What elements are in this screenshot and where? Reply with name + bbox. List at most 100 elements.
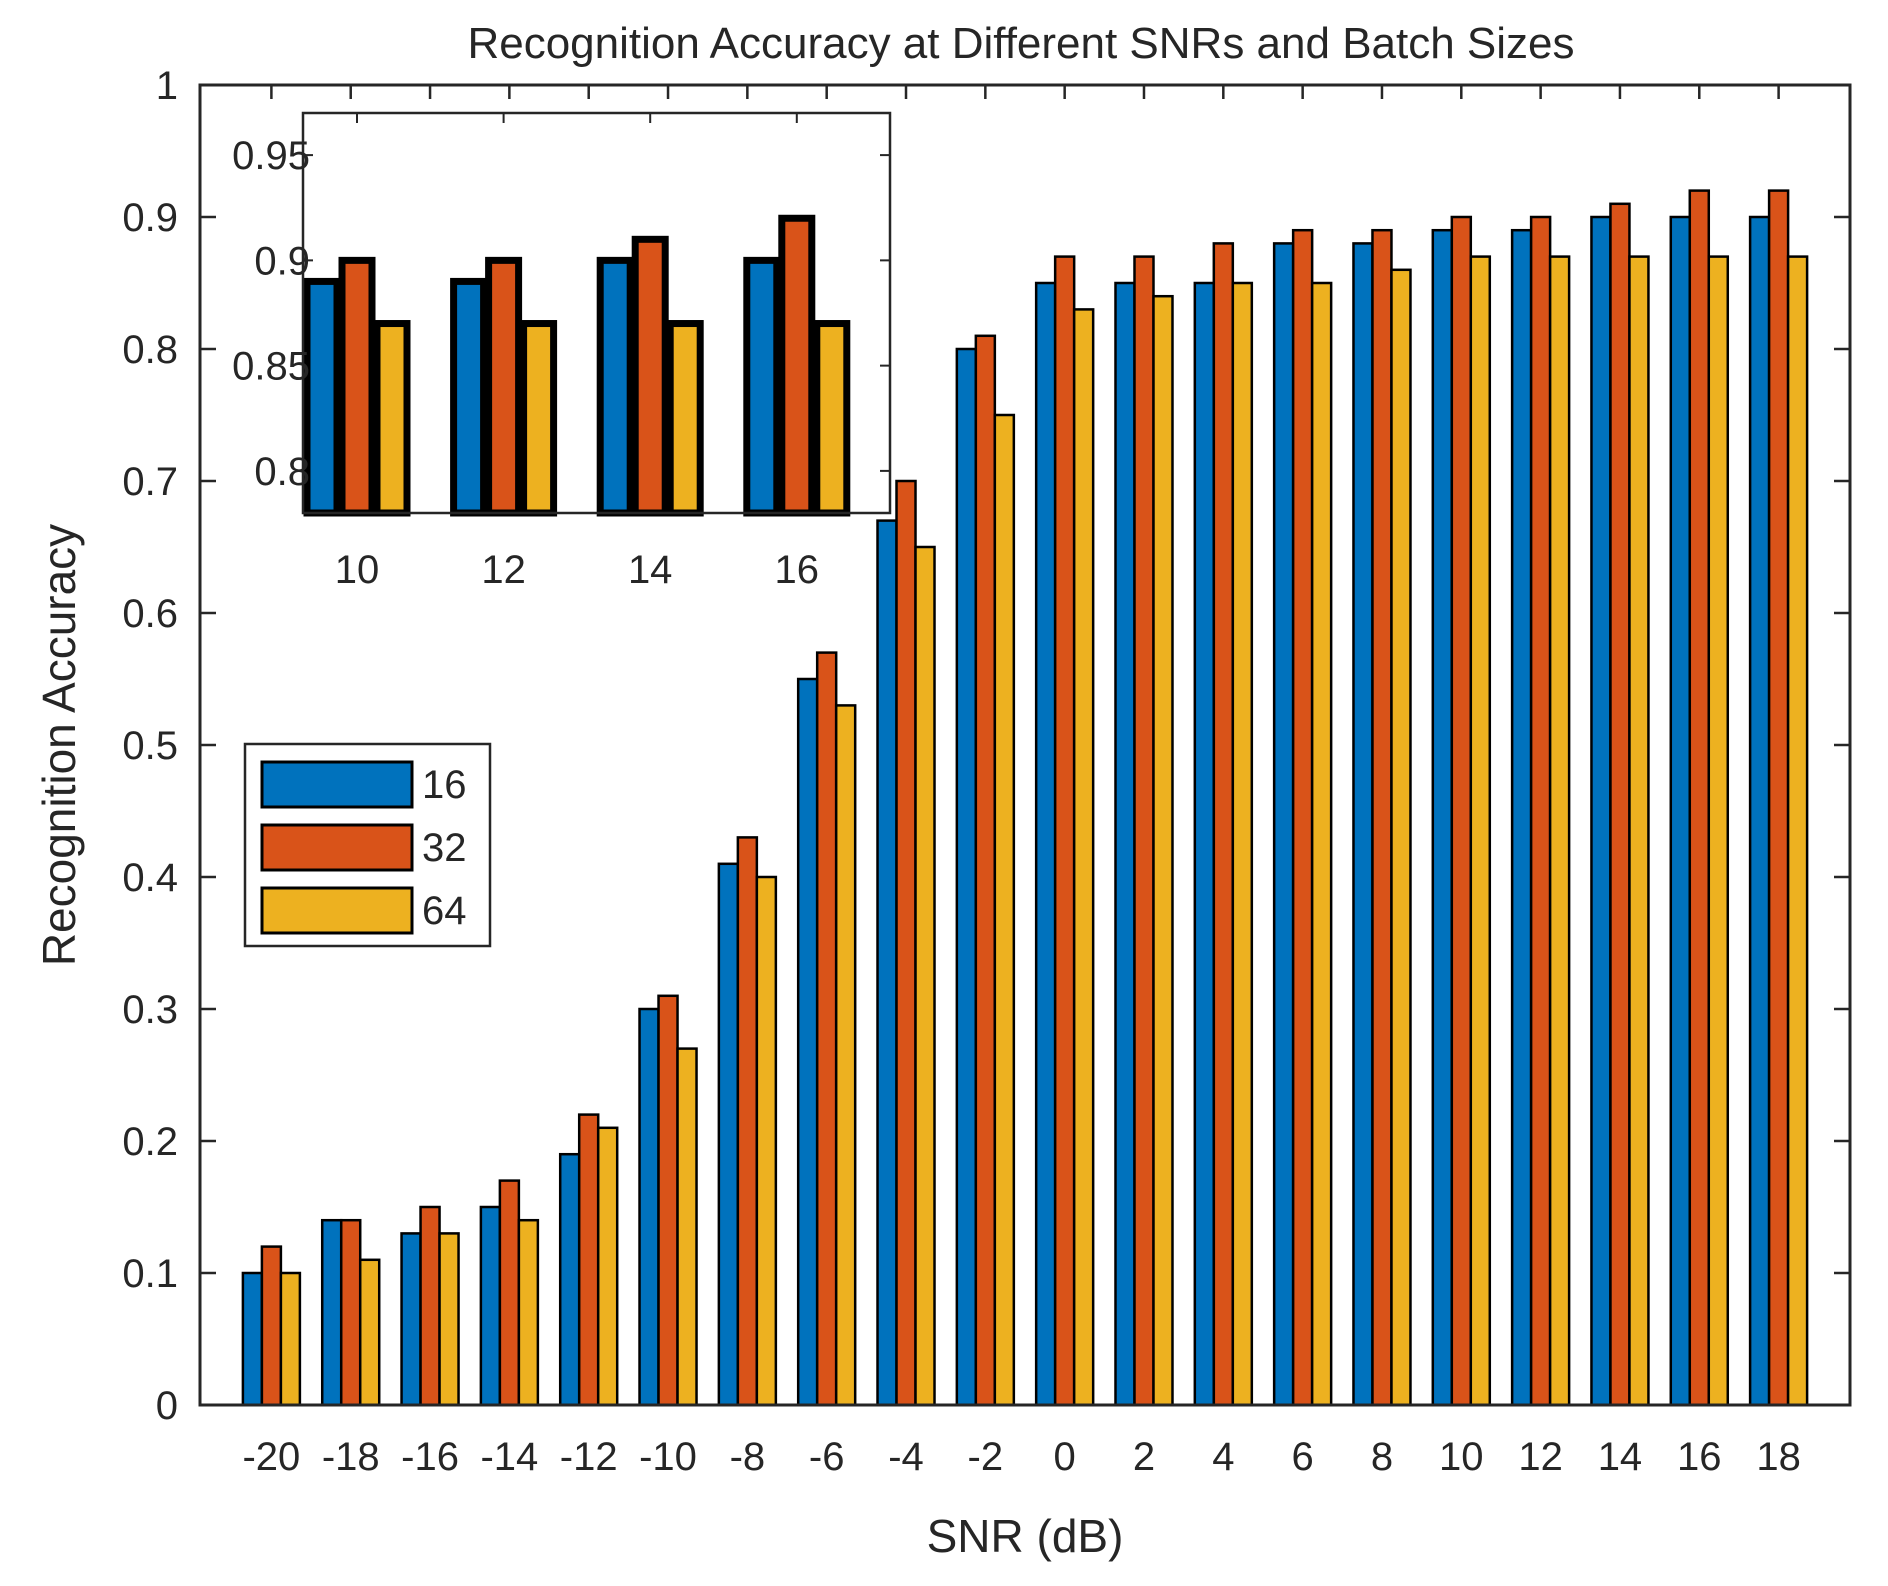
bar-16-snr--8 [717, 862, 740, 1407]
inset-bar-32-snr-10 [338, 256, 376, 517]
bar-64-snr-10 [1469, 255, 1492, 1407]
main-axes: 00.10.20.30.40.50.60.70.80.91 -20 -18 -16-… [122, 64, 1852, 1479]
bar-64-snr--4 [914, 545, 936, 1407]
x-tick-label: 8 [1371, 1435, 1393, 1479]
y-tick-label: 0.9 [122, 196, 178, 240]
bar-16-snr--18 [320, 1218, 343, 1407]
inset-bar-64-snr-10 [373, 320, 411, 517]
bar-64-snr-12 [1548, 255, 1571, 1407]
bar-32-snr--18 [339, 1218, 362, 1407]
y-tick-label: 0.6 [122, 592, 178, 636]
bar-16-snr--14 [479, 1205, 502, 1407]
y-axis-label: Recognition Accuracy [33, 524, 85, 966]
bar-16-snr-10 [1431, 228, 1454, 1407]
inset-x-tick-label: 14 [628, 548, 673, 592]
bar-16-snr-6 [1272, 242, 1295, 1407]
inset-y-tick-label: 0.9 [254, 239, 310, 283]
bar-64-snr--12 [596, 1126, 619, 1407]
inset-bar-32-snr-12 [485, 256, 523, 517]
bar-32-snr-2 [1133, 255, 1155, 1407]
bar-32-snr-14 [1609, 202, 1631, 1407]
bar-32-snr--16 [419, 1205, 441, 1407]
inset-bar-16-snr-10 [303, 277, 341, 517]
bar-16-snr-8 [1352, 242, 1374, 1407]
x-tick-label: 4 [1212, 1435, 1234, 1479]
inset-bar-32-snr-16 [778, 214, 816, 517]
bar-32-snr--6 [815, 651, 838, 1407]
bar-64-snr-0 [1072, 308, 1095, 1407]
inset-x-tick-label: 12 [481, 548, 526, 592]
legend[interactable]: 16 32 64 [243, 742, 492, 948]
x-axis-label: SNR (dB) [927, 1510, 1124, 1562]
legend-swatch-16 [260, 760, 414, 809]
bar-32-snr-12 [1529, 215, 1552, 1407]
x-tick-label: 18 [1756, 1435, 1801, 1479]
bar-32-snr--10 [657, 994, 679, 1407]
chart-title: Recognition Accuracy at Different SNRs a… [467, 19, 1574, 68]
x-tick-label: -14 [480, 1435, 538, 1479]
y-tick-label: 0.4 [122, 856, 178, 900]
x-tick-label: 6 [1292, 1435, 1314, 1479]
bar-64-snr--2 [993, 413, 1016, 1407]
legend-swatch-32 [260, 823, 414, 872]
inset-axes-box [301, 111, 892, 515]
bar-16-snr--20 [241, 1271, 264, 1407]
bar-32-snr-16 [1688, 189, 1711, 1407]
inset-y-tick-label: 0.95 [232, 134, 310, 178]
x-tick-label: 0 [1054, 1435, 1076, 1479]
bar-64-snr--20 [279, 1271, 302, 1407]
bar-64-snr-14 [1628, 255, 1650, 1407]
bar-16-snr--10 [638, 1007, 660, 1407]
inset-x-tick-label: 16 [775, 548, 820, 592]
bar-32-snr-10 [1450, 215, 1473, 1407]
bar-32-snr-18 [1767, 189, 1790, 1407]
y-tick-label: 0.2 [122, 1120, 178, 1164]
x-tick-label: 14 [1598, 1435, 1643, 1479]
legend-label-64: 64 [422, 889, 467, 933]
inset-bar-16-snr-16 [743, 256, 781, 517]
legend-label-16: 16 [422, 763, 467, 807]
bar-32-snr--12 [577, 1113, 600, 1407]
inset-x-tick-label: 10 [335, 548, 380, 592]
x-tick-label: 2 [1133, 1435, 1155, 1479]
bar-64-snr-18 [1786, 255, 1809, 1407]
bar-64-snr--14 [517, 1218, 540, 1407]
bar-64-snr--18 [358, 1258, 381, 1407]
inset-bar-16-snr-14 [596, 256, 634, 517]
x-tick-label: -8 [730, 1435, 766, 1479]
inset-bars [303, 214, 851, 517]
x-tick-label: -20 [242, 1435, 300, 1479]
inset-y-tick-labels: 0.8 0.85 0.9 0.95 [232, 134, 310, 494]
bar-16-snr-18 [1748, 215, 1771, 1407]
y-tick-label: 1 [156, 64, 178, 108]
y-tick-label: 0.5 [122, 724, 178, 768]
bar-32-snr-8 [1371, 228, 1393, 1407]
bar-64-snr--16 [438, 1232, 460, 1407]
bar-64-snr-6 [1310, 281, 1333, 1407]
bar-16-snr-2 [1114, 281, 1136, 1407]
inset-x-tick-labels: 10 12 14 16 [335, 548, 819, 592]
bar-64-snr-8 [1390, 268, 1412, 1407]
bar-32-snr-6 [1291, 228, 1314, 1407]
bar-16-snr--2 [955, 347, 978, 1407]
inset-bar-64-snr-16 [813, 320, 851, 517]
x-tick-label: -6 [809, 1435, 845, 1479]
bar-32-snr-4 [1212, 242, 1235, 1407]
bar-32-snr--8 [736, 836, 759, 1407]
y-tick-label: 0.1 [122, 1252, 178, 1296]
bar-32-snr--4 [895, 479, 917, 1407]
x-tick-label: 12 [1518, 1435, 1563, 1479]
x-tick-label: 16 [1677, 1435, 1722, 1479]
bar-32-snr--20 [260, 1245, 283, 1407]
x-tick-label: -2 [968, 1435, 1004, 1479]
bar-64-snr-16 [1707, 255, 1730, 1407]
x-tick-labels: -20 -18 -16 -14 -12 -10 -8 -6 -4 -2 0 2 4 6 8 10 12 14 16 1… [242, 1435, 1800, 1479]
legend-label-32: 32 [422, 826, 467, 870]
bar-16-snr-0 [1034, 281, 1057, 1407]
bar-32-snr--2 [974, 334, 997, 1407]
x-tick-label: -10 [639, 1435, 697, 1479]
x-tick-label: -18 [322, 1435, 380, 1479]
inset-bar-64-snr-14 [666, 320, 704, 517]
y-tick-label: 0 [156, 1384, 178, 1428]
